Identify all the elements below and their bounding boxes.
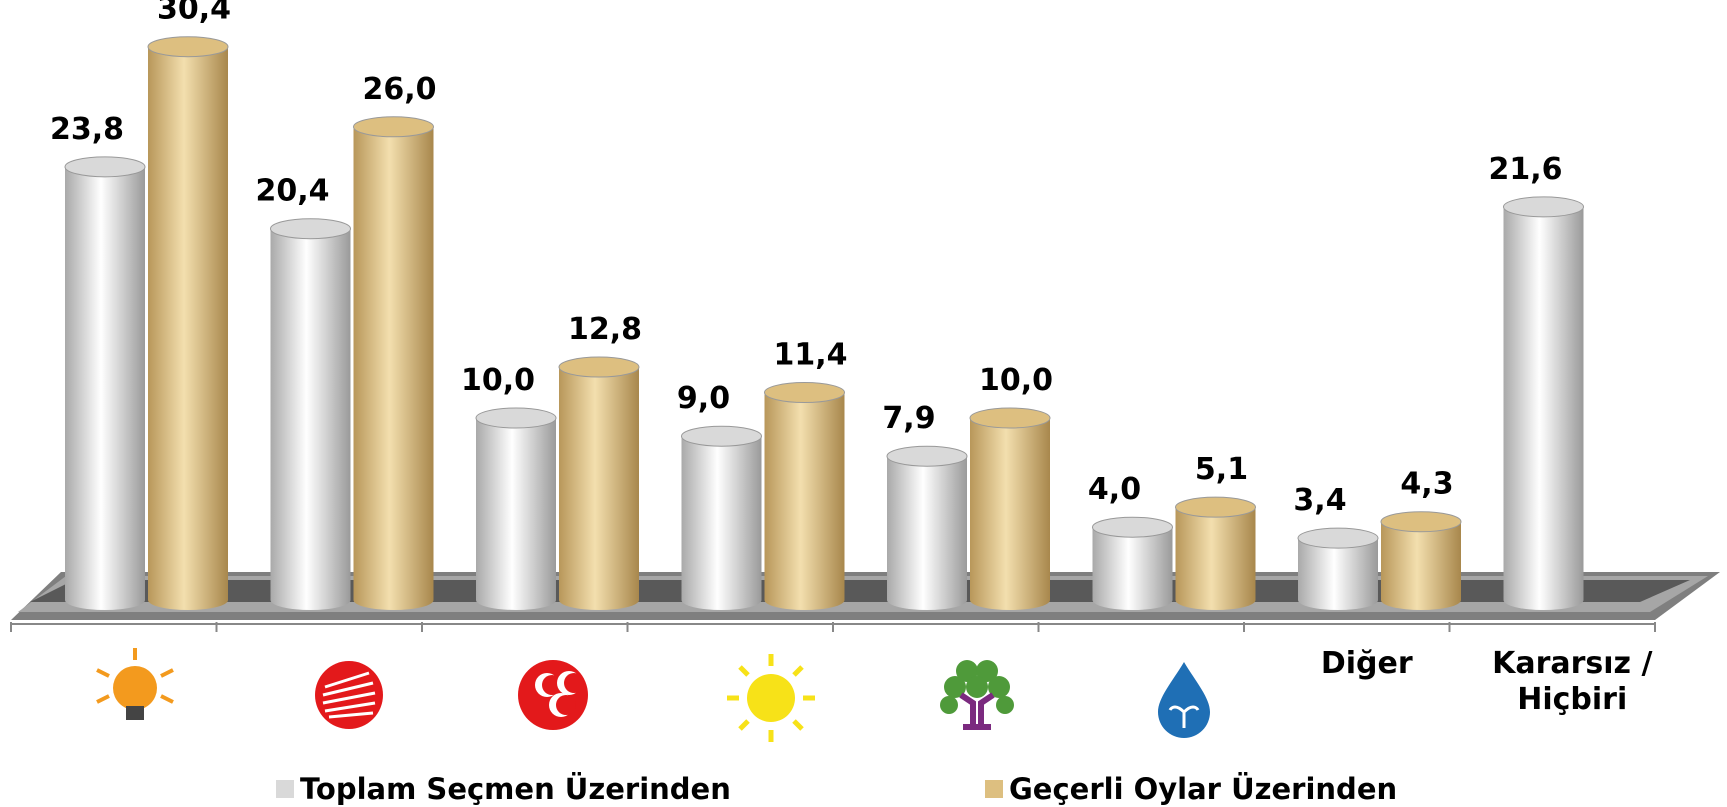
bar [559,367,639,600]
cylinder [681,425,762,610]
legend-label: Geçerli Oylar Üzerinden [1009,772,1398,806]
cylinder [558,356,640,610]
bar [65,166,145,600]
value-label: 20,4 [255,174,329,209]
cylinder [1092,516,1173,610]
cylinder-top [1503,196,1584,218]
cylinder-top [886,445,968,467]
cylinder-top [558,356,640,378]
value-label: 21,6 [1488,152,1562,187]
cylinder [147,36,229,610]
cylinder [64,156,146,610]
legend-item: Geçerli Oylar Üzerinden [985,772,1397,806]
bar [1381,521,1461,600]
cylinder-top [1092,516,1173,538]
cylinder-top [1297,527,1379,549]
value-label: 30,4 [157,0,231,27]
cylinder-top [353,116,434,138]
cylinder [764,382,845,610]
legend-label: Toplam Seçmen Üzerinden [300,772,731,806]
bar [353,126,434,601]
cylinder-top [764,382,845,404]
cylinder [886,445,968,610]
bar [1175,507,1256,600]
legend-swatch [276,780,294,798]
cylinder-top [270,218,351,240]
bar [476,418,556,600]
value-label: 9,0 [677,381,730,416]
cylinder-top [1175,496,1256,518]
cylinder-top [681,425,762,447]
value-label: 10,0 [461,363,535,398]
bar [148,46,228,601]
cylinder-top [969,407,1051,429]
bar [681,436,762,600]
value-label: 26,0 [362,72,436,107]
cylinder [353,116,434,610]
cylinder-top [147,36,229,58]
cylinder [1380,511,1462,610]
value-label: 4,3 [1400,467,1453,502]
cylinder-top [64,156,146,178]
value-label: 12,8 [568,312,642,347]
bar [764,392,845,600]
party-icons [96,648,1210,742]
x-tick-label: Diğer [1320,646,1413,681]
value-label: 10,0 [979,363,1053,398]
value-label: 3,4 [1293,483,1346,518]
value-label: 23,8 [50,112,124,147]
cylinder [1503,196,1584,610]
value-label: 4,0 [1088,472,1141,507]
cylinder [270,218,351,610]
legend-item: Toplam Seçmen Üzerinden [276,772,731,806]
bar [1092,527,1173,600]
bar [270,228,351,600]
value-label: 5,1 [1195,452,1248,487]
floor [11,572,1720,625]
value-label: 7,9 [882,401,935,436]
x-tick-label: Kararsız / Hiçbiri [1492,646,1653,717]
bar [887,456,967,600]
cylinder [1175,496,1256,610]
cylinder [969,407,1051,610]
legend-swatch [985,780,1003,798]
cylinder-top [1380,511,1462,533]
bar [1503,206,1584,600]
cylinder-top [475,407,557,429]
value-label: 11,4 [773,338,847,373]
cylinder [475,407,557,610]
bar [970,418,1050,600]
cylinder [1297,527,1379,610]
